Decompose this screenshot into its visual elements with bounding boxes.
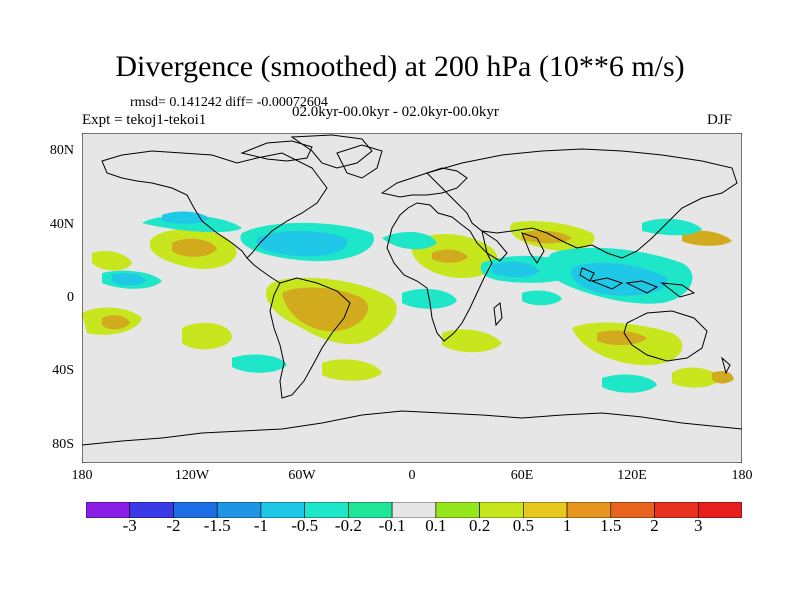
colorbar-label: -0.5 — [291, 516, 319, 535]
colorbar-label: -1.5 — [203, 516, 231, 535]
colorbar-label: -0.2 — [334, 516, 362, 535]
plot-title: Divergence (smoothed) at 200 hPa (10**6 … — [115, 50, 685, 83]
coastlines — [82, 134, 742, 446]
lat-label-80s: 80S — [52, 437, 74, 452]
colorbar-label: 2 — [650, 516, 659, 535]
colorbar-label: -3 — [122, 516, 137, 535]
colorbar-label: 0.2 — [468, 516, 491, 535]
colorbar-label: -1 — [253, 516, 269, 535]
colorbar-label: 3 — [694, 516, 703, 535]
colorbar-label: -2 — [166, 516, 181, 535]
lon-label-120w: 120W — [174, 468, 210, 483]
divergence-map — [82, 133, 742, 463]
lon-label-120e: 120E — [617, 468, 647, 483]
season-label: DJF — [707, 112, 733, 128]
colorbar-label: 1 — [562, 516, 572, 535]
colorbar-label: 0.5 — [512, 516, 534, 535]
lat-label-0: 0 — [67, 290, 74, 305]
colorbar-swatch — [654, 502, 699, 518]
lon-label-60e: 60E — [510, 468, 534, 483]
colorbar — [86, 502, 742, 518]
period-label: 02.0kyr-00.0kyr - 02.0kyr-00.0kyr — [292, 104, 499, 120]
colorbar-label: -0.1 — [378, 516, 406, 535]
colorbar-label: 1.5 — [600, 516, 622, 535]
colorbar-label: 0.1 — [425, 516, 447, 535]
lat-label-40n: 40N — [49, 217, 74, 232]
lat-label-40s: 40S — [52, 363, 74, 378]
lat-label-80n: 80N — [49, 143, 74, 158]
experiment-label: Expt = tekoj1-tekoi1 — [82, 112, 207, 128]
lon-label-0: 0 — [408, 468, 416, 483]
lon-label-60w: 60W — [288, 468, 316, 483]
anomaly-fields — [82, 211, 734, 393]
stats-label: rmsd= 0.141242 diff= -0.00072604 — [130, 95, 328, 110]
colorbar-swatch — [697, 502, 742, 518]
lon-label-180e: 180 — [731, 468, 753, 483]
lon-label-180w: 180 — [71, 468, 93, 483]
